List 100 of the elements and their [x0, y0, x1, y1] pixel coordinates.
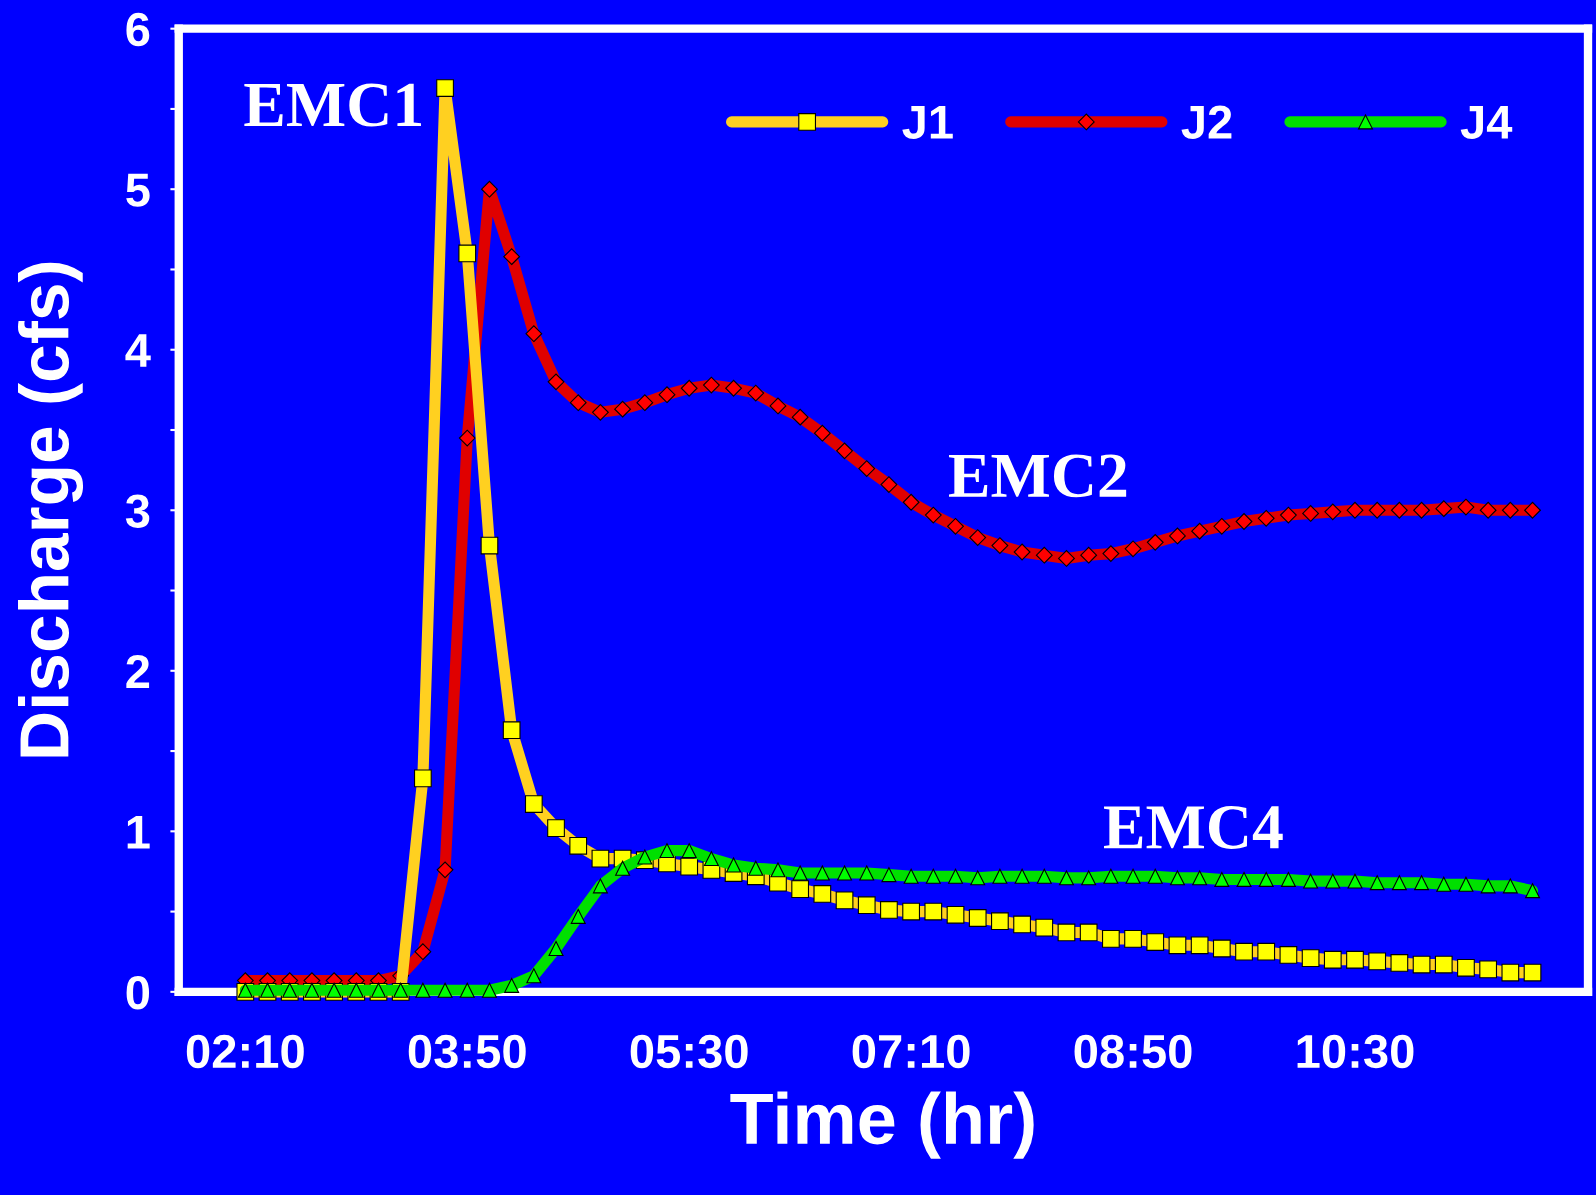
point: [858, 460, 876, 477]
point: [1413, 501, 1430, 519]
point: [791, 880, 810, 899]
point: [1013, 543, 1031, 561]
point: [1347, 873, 1363, 889]
point: [970, 870, 986, 886]
point: [1191, 522, 1209, 540]
point: [859, 865, 875, 881]
point: [991, 537, 1009, 554]
point: [502, 721, 521, 740]
point: [1346, 950, 1364, 969]
point: [548, 941, 564, 957]
point: [1369, 875, 1385, 891]
point: [592, 878, 608, 894]
x-tick-label: 08:50: [1074, 1034, 1192, 1069]
point: [748, 860, 764, 876]
point: [614, 400, 632, 418]
point: [1391, 875, 1407, 891]
point: [681, 843, 697, 859]
point: [415, 982, 431, 998]
legend-label: J2: [1181, 105, 1232, 139]
point: [1457, 958, 1475, 977]
point: [1323, 950, 1342, 969]
point: [880, 476, 898, 493]
y-tick-label: 0: [126, 975, 150, 1010]
point: [1479, 501, 1497, 519]
point: [1458, 876, 1474, 892]
point: [792, 865, 808, 881]
point: [1434, 955, 1453, 974]
point: [991, 912, 1009, 931]
point: [615, 860, 631, 876]
y-tick-label: 3: [125, 494, 150, 528]
point: [1257, 509, 1275, 527]
point: [1101, 929, 1120, 948]
point: [1057, 923, 1076, 942]
point: [836, 442, 853, 460]
point: [680, 857, 699, 876]
point: [680, 379, 698, 397]
annotation: EMC1: [244, 83, 421, 127]
point: [835, 891, 854, 910]
point: [1368, 952, 1387, 971]
point: [1414, 875, 1430, 891]
point: [1081, 870, 1097, 886]
y-tick-label: 5: [126, 173, 150, 207]
point: [1303, 873, 1319, 889]
point: [1346, 501, 1364, 519]
point: [791, 408, 809, 426]
point: [1102, 545, 1120, 563]
point: [1169, 870, 1185, 886]
x-tick-label: 10:30: [1297, 1034, 1414, 1069]
point: [570, 908, 586, 924]
y-tick-label: 4: [125, 334, 151, 367]
point: [1168, 936, 1187, 955]
point: [503, 248, 521, 266]
point: [1103, 868, 1119, 884]
point: [458, 244, 477, 263]
point: [1079, 923, 1098, 942]
point: [414, 943, 432, 961]
point: [1302, 505, 1320, 522]
point: [747, 384, 765, 402]
point: [1524, 501, 1541, 519]
point: [857, 896, 876, 915]
point: [1435, 500, 1453, 518]
point: [1501, 501, 1519, 519]
annotation: EMC4: [1104, 805, 1283, 849]
point: [770, 862, 786, 878]
point: [948, 868, 964, 884]
point: [1125, 868, 1141, 884]
point: [436, 79, 454, 97]
point: [1368, 501, 1386, 519]
point: [636, 394, 654, 412]
point: [1035, 918, 1054, 937]
point: [880, 901, 898, 919]
point: [569, 836, 588, 855]
annotation: EMC2: [948, 454, 1127, 498]
point: [881, 867, 897, 883]
point: [413, 769, 432, 788]
point: [725, 379, 742, 397]
point: [458, 429, 476, 447]
legend-label: J1: [902, 105, 953, 139]
point: [659, 843, 675, 859]
point: [769, 397, 787, 415]
point: [525, 325, 543, 343]
point: [1146, 933, 1165, 951]
point: [526, 968, 542, 984]
point: [1236, 871, 1252, 887]
point: [813, 424, 831, 442]
legend-label: J4: [1460, 105, 1513, 139]
x-tick-label: 05:30: [630, 1034, 748, 1069]
point: [814, 865, 830, 881]
point: [1457, 498, 1475, 516]
point: [1279, 946, 1298, 964]
point: [437, 982, 453, 998]
point: [1235, 942, 1253, 961]
point: [436, 861, 454, 879]
point: [637, 849, 653, 865]
y-axis-title: Discharge (cfs): [18, 262, 84, 757]
point: [1080, 546, 1098, 564]
point: [947, 517, 964, 535]
point: [1058, 550, 1075, 567]
